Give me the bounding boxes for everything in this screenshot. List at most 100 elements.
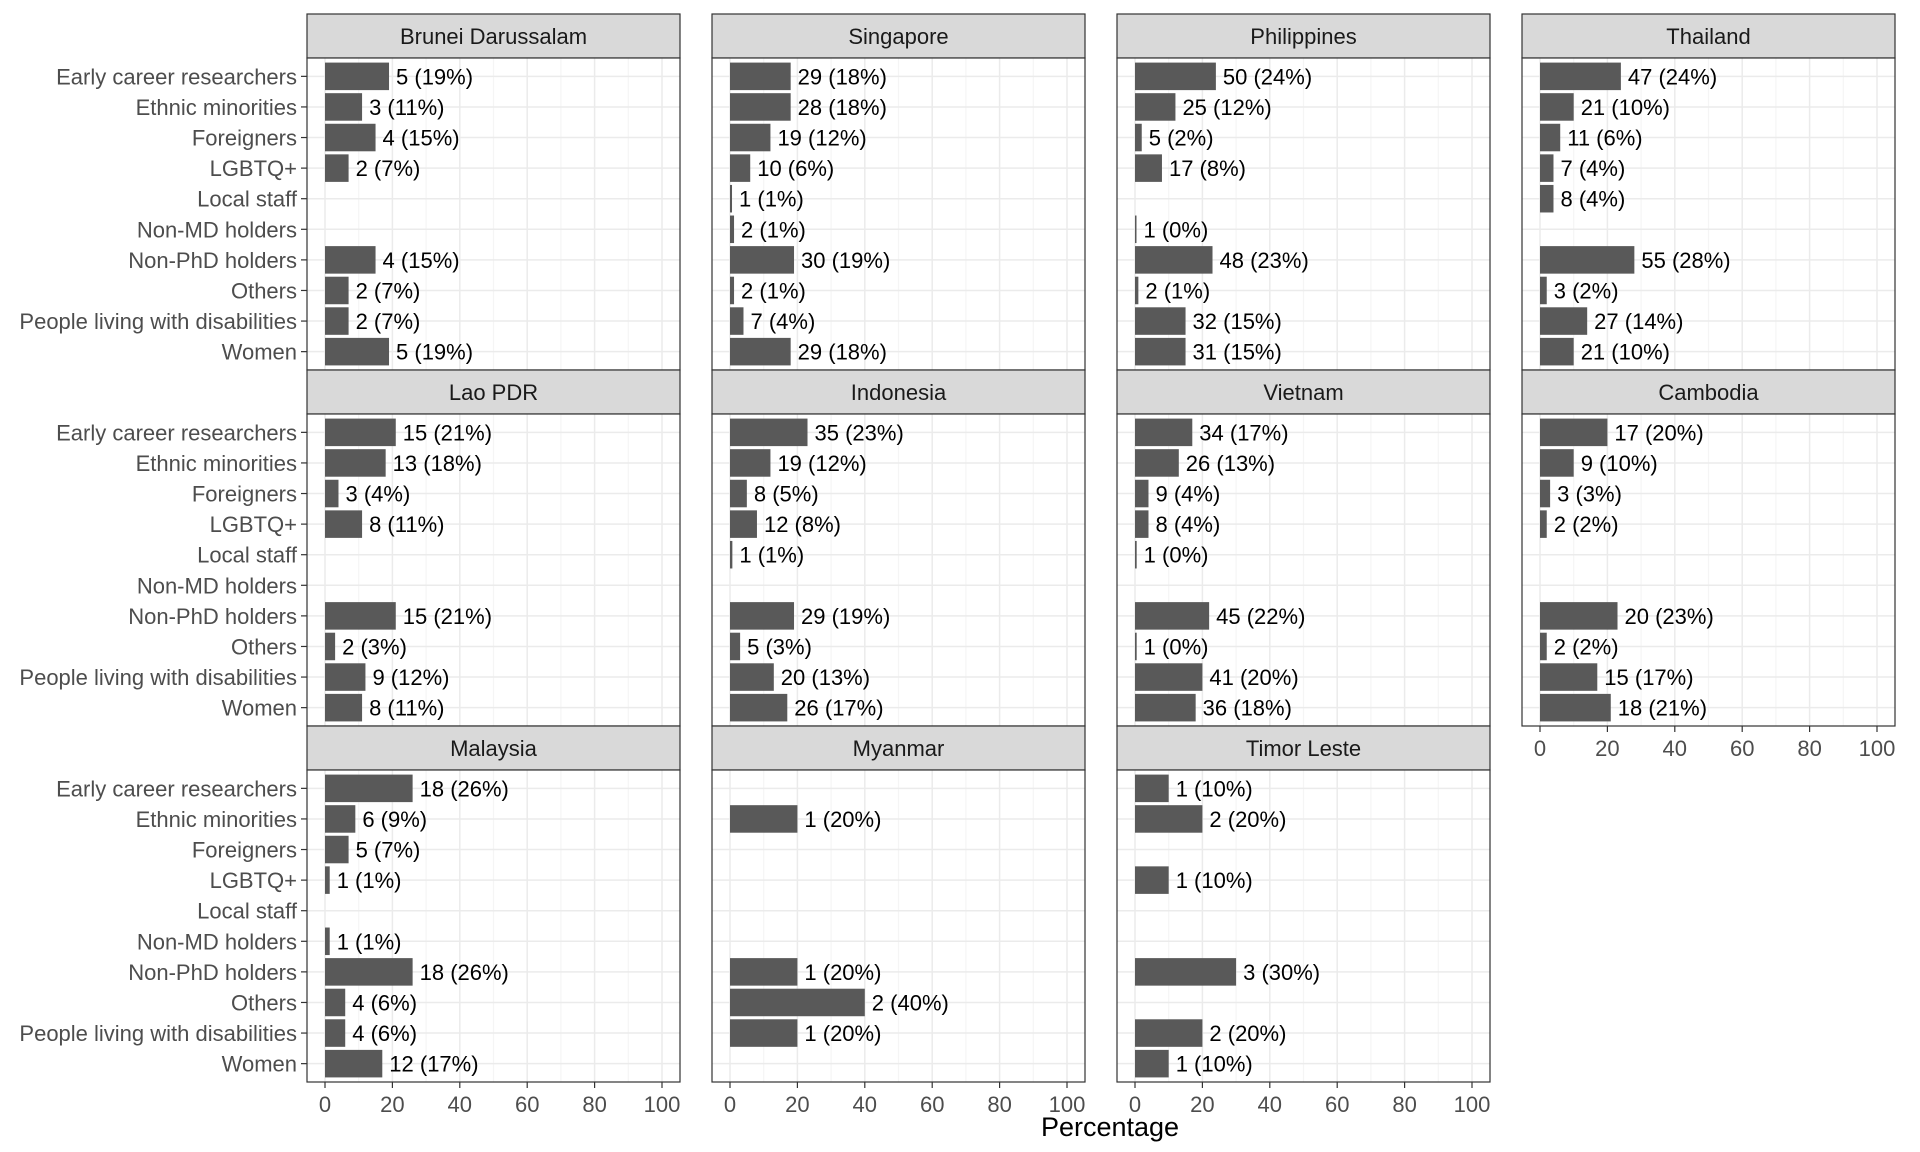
- bar-value-label: 1 (1%): [337, 929, 402, 954]
- bar-women: [730, 693, 788, 722]
- bar-value-label: 8 (11%): [369, 512, 444, 537]
- bar-value-label: 2 (7%): [356, 309, 421, 334]
- bar-lgbtq: [1135, 866, 1169, 894]
- bar-people-living-with-disabilities: [1135, 1019, 1203, 1047]
- bar-non-phd-holders: [1540, 246, 1635, 274]
- bar-value-label: 20 (23%): [1625, 604, 1714, 629]
- bar-value-label: 1 (1%): [739, 187, 804, 212]
- bar-value-label: 7 (4%): [750, 309, 815, 334]
- panel-strip: [1116, 725, 1491, 771]
- x-tick-label: 0: [724, 1092, 736, 1117]
- bar-others: [1135, 276, 1139, 305]
- category-label: Non-MD holders: [137, 217, 297, 242]
- bar-value-label: 26 (13%): [1186, 451, 1275, 476]
- panel-strip: [1116, 13, 1491, 59]
- bar-value-label: 1 (0%): [1144, 634, 1209, 659]
- bar-value-label: 3 (3%): [1557, 482, 1622, 507]
- bar-people-living-with-disabilities: [325, 307, 349, 335]
- x-tick-label: 60: [515, 1092, 539, 1117]
- x-tick-label: 80: [582, 1092, 606, 1117]
- bar-value-label: 31 (15%): [1193, 340, 1282, 365]
- bar-people-living-with-disabilities: [325, 1019, 346, 1047]
- bar-value-label: 1 (10%): [1176, 776, 1253, 801]
- bar-value-label: 5 (19%): [396, 340, 473, 365]
- bar-non-md-holders: [325, 927, 330, 956]
- bar-value-label: 2 (20%): [1209, 1021, 1286, 1046]
- bar-value-label: 21 (10%): [1581, 340, 1670, 365]
- x-tick-label: 20: [1190, 1092, 1214, 1117]
- bar-non-phd-holders: [1135, 958, 1237, 986]
- panel-border: [1116, 769, 1491, 1083]
- bar-early-career-researchers: [1135, 774, 1169, 803]
- category-label: LGBTQ+: [210, 512, 297, 537]
- bar-value-label: 2 (2%): [1554, 512, 1619, 537]
- bar-women: [1540, 337, 1574, 366]
- bar-local-staff: [1135, 540, 1137, 569]
- bar-women: [730, 337, 791, 366]
- bar-value-label: 29 (19%): [801, 604, 890, 629]
- panel-brunei-darussalam: Brunei Darussalam 5 (19%) 3 (11%) 4 (15%) 2 …: [19, 13, 681, 371]
- bar-value-label: 2 (1%): [1145, 278, 1210, 303]
- bar-value-label: 18 (21%): [1618, 696, 1707, 721]
- bar-others: [730, 276, 735, 305]
- panel-title: Indonesia: [851, 380, 947, 405]
- x-tick-label: 40: [853, 1092, 877, 1117]
- bar-foreigners: [325, 479, 339, 508]
- x-tick-label: 40: [448, 1092, 472, 1117]
- bar-others: [1135, 632, 1137, 661]
- bar-value-label: 1 (20%): [804, 1021, 881, 1046]
- bar-value-label: 50 (24%): [1223, 64, 1312, 89]
- bar-women: [325, 337, 390, 366]
- bar-lgbtq: [1135, 510, 1149, 538]
- bar-value-label: 2 (2%): [1554, 634, 1619, 659]
- bar-value-label: 19 (12%): [777, 126, 866, 151]
- bar-ethnic-minorities: [1135, 93, 1176, 121]
- bar-value-label: 3 (30%): [1243, 960, 1320, 985]
- bar-value-label: 2 (40%): [872, 990, 949, 1015]
- x-tick-label: 40: [1258, 1092, 1282, 1117]
- bar-value-label: 35 (23%): [815, 420, 904, 445]
- panel-thailand: Thailand 47 (24%) 21 (10%) 11 (6%) 7 (4%) 8 (…: [1521, 13, 1896, 371]
- bar-value-label: 20 (13%): [781, 665, 870, 690]
- category-label: Non-PhD holders: [128, 960, 297, 985]
- bar-value-label: 8 (11%): [369, 696, 444, 721]
- category-label: Women: [222, 696, 297, 721]
- bar-ethnic-minorities: [730, 805, 798, 833]
- panel-timor-leste: Timor Leste 1 (10%) 2 (20%) 1 (10%) 3 (30%) 2…: [1116, 725, 1491, 1117]
- bar-value-label: 21 (10%): [1581, 95, 1670, 120]
- bar-non-phd-holders: [1135, 602, 1210, 630]
- bar-value-label: 15 (21%): [403, 604, 492, 629]
- category-label: Ethnic minorities: [136, 95, 297, 120]
- bar-ethnic-minorities: [1135, 449, 1179, 477]
- bar-ethnic-minorities: [1135, 805, 1203, 833]
- category-label: People living with disabilities: [19, 665, 297, 690]
- bar-foreigners: [730, 479, 747, 508]
- bar-value-label: 48 (23%): [1220, 248, 1309, 273]
- category-label: Early career researchers: [56, 776, 297, 801]
- bar-value-label: 1 (10%): [1176, 868, 1253, 893]
- bar-others: [1540, 276, 1547, 305]
- category-label: Non-PhD holders: [128, 248, 297, 273]
- bar-lgbtq: [1540, 154, 1554, 182]
- category-label: Early career researchers: [56, 64, 297, 89]
- panel-strip: [1521, 369, 1896, 415]
- bar-value-label: 1 (1%): [337, 868, 402, 893]
- panel-title: Myanmar: [853, 736, 945, 761]
- bar-value-label: 4 (6%): [352, 990, 417, 1015]
- bar-early-career-researchers: [1540, 62, 1621, 91]
- bar-ethnic-minorities: [1540, 93, 1574, 121]
- bar-value-label: 17 (20%): [1614, 420, 1703, 445]
- bar-women: [1135, 693, 1196, 722]
- x-axis-title: Percentage: [1041, 1112, 1179, 1142]
- category-label: Foreigners: [192, 482, 297, 507]
- bar-value-label: 1 (20%): [804, 960, 881, 985]
- panel-strip: [306, 725, 681, 771]
- bar-value-label: 1 (0%): [1144, 543, 1209, 568]
- bar-non-phd-holders: [730, 602, 795, 630]
- category-label: Women: [222, 1052, 297, 1077]
- bar-women: [1540, 693, 1611, 722]
- x-tick-label: 80: [987, 1092, 1011, 1117]
- bar-early-career-researchers: [1135, 62, 1216, 91]
- bar-value-label: 27 (14%): [1594, 309, 1683, 334]
